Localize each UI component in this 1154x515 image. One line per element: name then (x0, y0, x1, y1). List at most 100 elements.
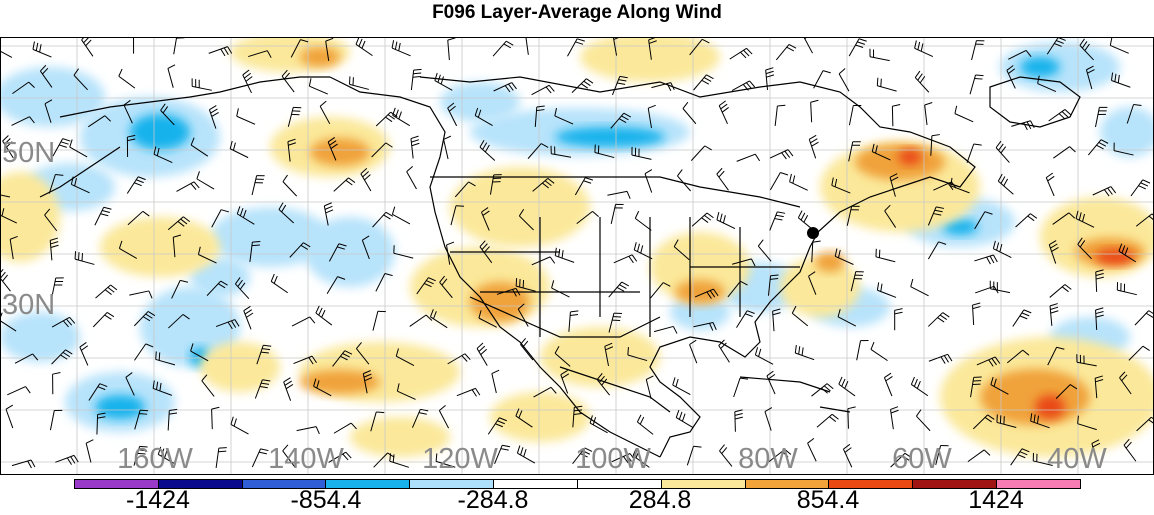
wind-barb (1110, 38, 1128, 54)
wind-barb (609, 282, 629, 297)
wind-barb (683, 102, 696, 124)
field-blob (490, 392, 590, 442)
wind-barb (1053, 147, 1075, 159)
wind-barb (929, 354, 952, 363)
lon-label-120w: 120W (422, 443, 498, 475)
wind-barb (435, 73, 452, 90)
wind-barb (770, 150, 793, 159)
wind-barb (955, 106, 973, 122)
wind-barb (645, 170, 652, 193)
wind-barb (0, 269, 10, 291)
wind-barb (776, 44, 796, 59)
wind-barb (730, 48, 752, 59)
wind-barb (775, 105, 785, 126)
wind-barb (895, 309, 903, 331)
wind-barb (411, 136, 419, 158)
wind-barb (407, 166, 417, 189)
wind-barb (795, 345, 814, 360)
wind-barb (911, 279, 929, 296)
wind-barb (393, 108, 410, 126)
wind-barb (996, 141, 1009, 162)
field-blob (305, 217, 395, 287)
wind-barb (765, 408, 772, 431)
field-blob (815, 252, 845, 272)
wind-barb (96, 285, 117, 298)
wind-barb (1050, 284, 1072, 297)
wind-barb (292, 317, 315, 326)
wind-barb (127, 177, 145, 194)
wind-barb (694, 75, 714, 90)
wind-barb (970, 75, 983, 94)
wind-barb (911, 377, 927, 396)
wind-barb (129, 291, 152, 298)
field-blob (555, 127, 665, 147)
wind-barb (555, 248, 574, 263)
wind-barb (209, 47, 232, 56)
wind-barb (176, 182, 199, 192)
wind-barb (316, 306, 332, 325)
wind-barb (520, 338, 532, 360)
wind-barb (993, 241, 1011, 258)
wind-barb (646, 376, 653, 399)
wind-barb (6, 405, 13, 428)
wind-barb (614, 255, 637, 263)
wind-barb (55, 455, 78, 464)
wind-barb (448, 38, 456, 60)
field-blob (130, 114, 190, 150)
wind-barb (334, 178, 355, 192)
wind-barb (877, 78, 896, 91)
wind-barb (673, 377, 691, 394)
wind-barb (773, 309, 781, 331)
wind-barb (732, 81, 755, 91)
wind-barb (394, 245, 413, 258)
wind-barb (692, 213, 713, 226)
wind-barb (719, 340, 730, 362)
wind-barb (230, 141, 248, 158)
lon-label-140w: 140W (268, 443, 344, 475)
wind-barb (282, 70, 294, 92)
wind-barb (719, 101, 728, 124)
wind-barb (811, 100, 819, 122)
wind-barb (168, 409, 177, 430)
wind-barb (916, 410, 930, 431)
wind-barb (915, 71, 929, 92)
wind-barb (677, 170, 690, 191)
wind-barb (967, 144, 982, 163)
wind-barb (998, 174, 1013, 194)
wind-barb (1124, 439, 1136, 461)
wind-barb (350, 76, 369, 89)
wind-barb (870, 49, 890, 61)
wind-barb (803, 37, 812, 53)
field-blob (1100, 107, 1154, 157)
wind-barb (477, 343, 487, 366)
wind-barb (611, 204, 623, 224)
wind-barb (808, 438, 817, 461)
wind-barb (972, 41, 985, 60)
wind-barb (12, 460, 35, 468)
field-blob (0, 67, 105, 127)
lat-label-30n: 30N (2, 289, 55, 322)
field-blob (300, 370, 380, 394)
wind-barb (119, 69, 135, 88)
wind-barb (1088, 140, 1108, 155)
wind-barb (717, 168, 729, 190)
plot-title: F096 Layer-Average Along Wind (0, 0, 1154, 30)
wind-barb (1013, 310, 1031, 327)
wind-barb (361, 168, 371, 191)
black-dot-marker (807, 227, 819, 239)
wind-barb (809, 135, 818, 158)
field-blob (310, 138, 370, 166)
field-blob (300, 47, 340, 67)
wind-barb (50, 410, 62, 430)
wind-barb (790, 174, 808, 190)
lat-label-50n: 50N (2, 137, 55, 170)
wind-barb (569, 311, 578, 332)
wind-barb (192, 78, 212, 90)
wind-barb (82, 37, 93, 56)
field-blob (100, 217, 220, 277)
wind-barb (53, 372, 61, 394)
wind-barb (212, 407, 220, 429)
wind-barb (737, 154, 760, 161)
wind-barb (839, 69, 849, 92)
wind-barb (95, 207, 112, 225)
